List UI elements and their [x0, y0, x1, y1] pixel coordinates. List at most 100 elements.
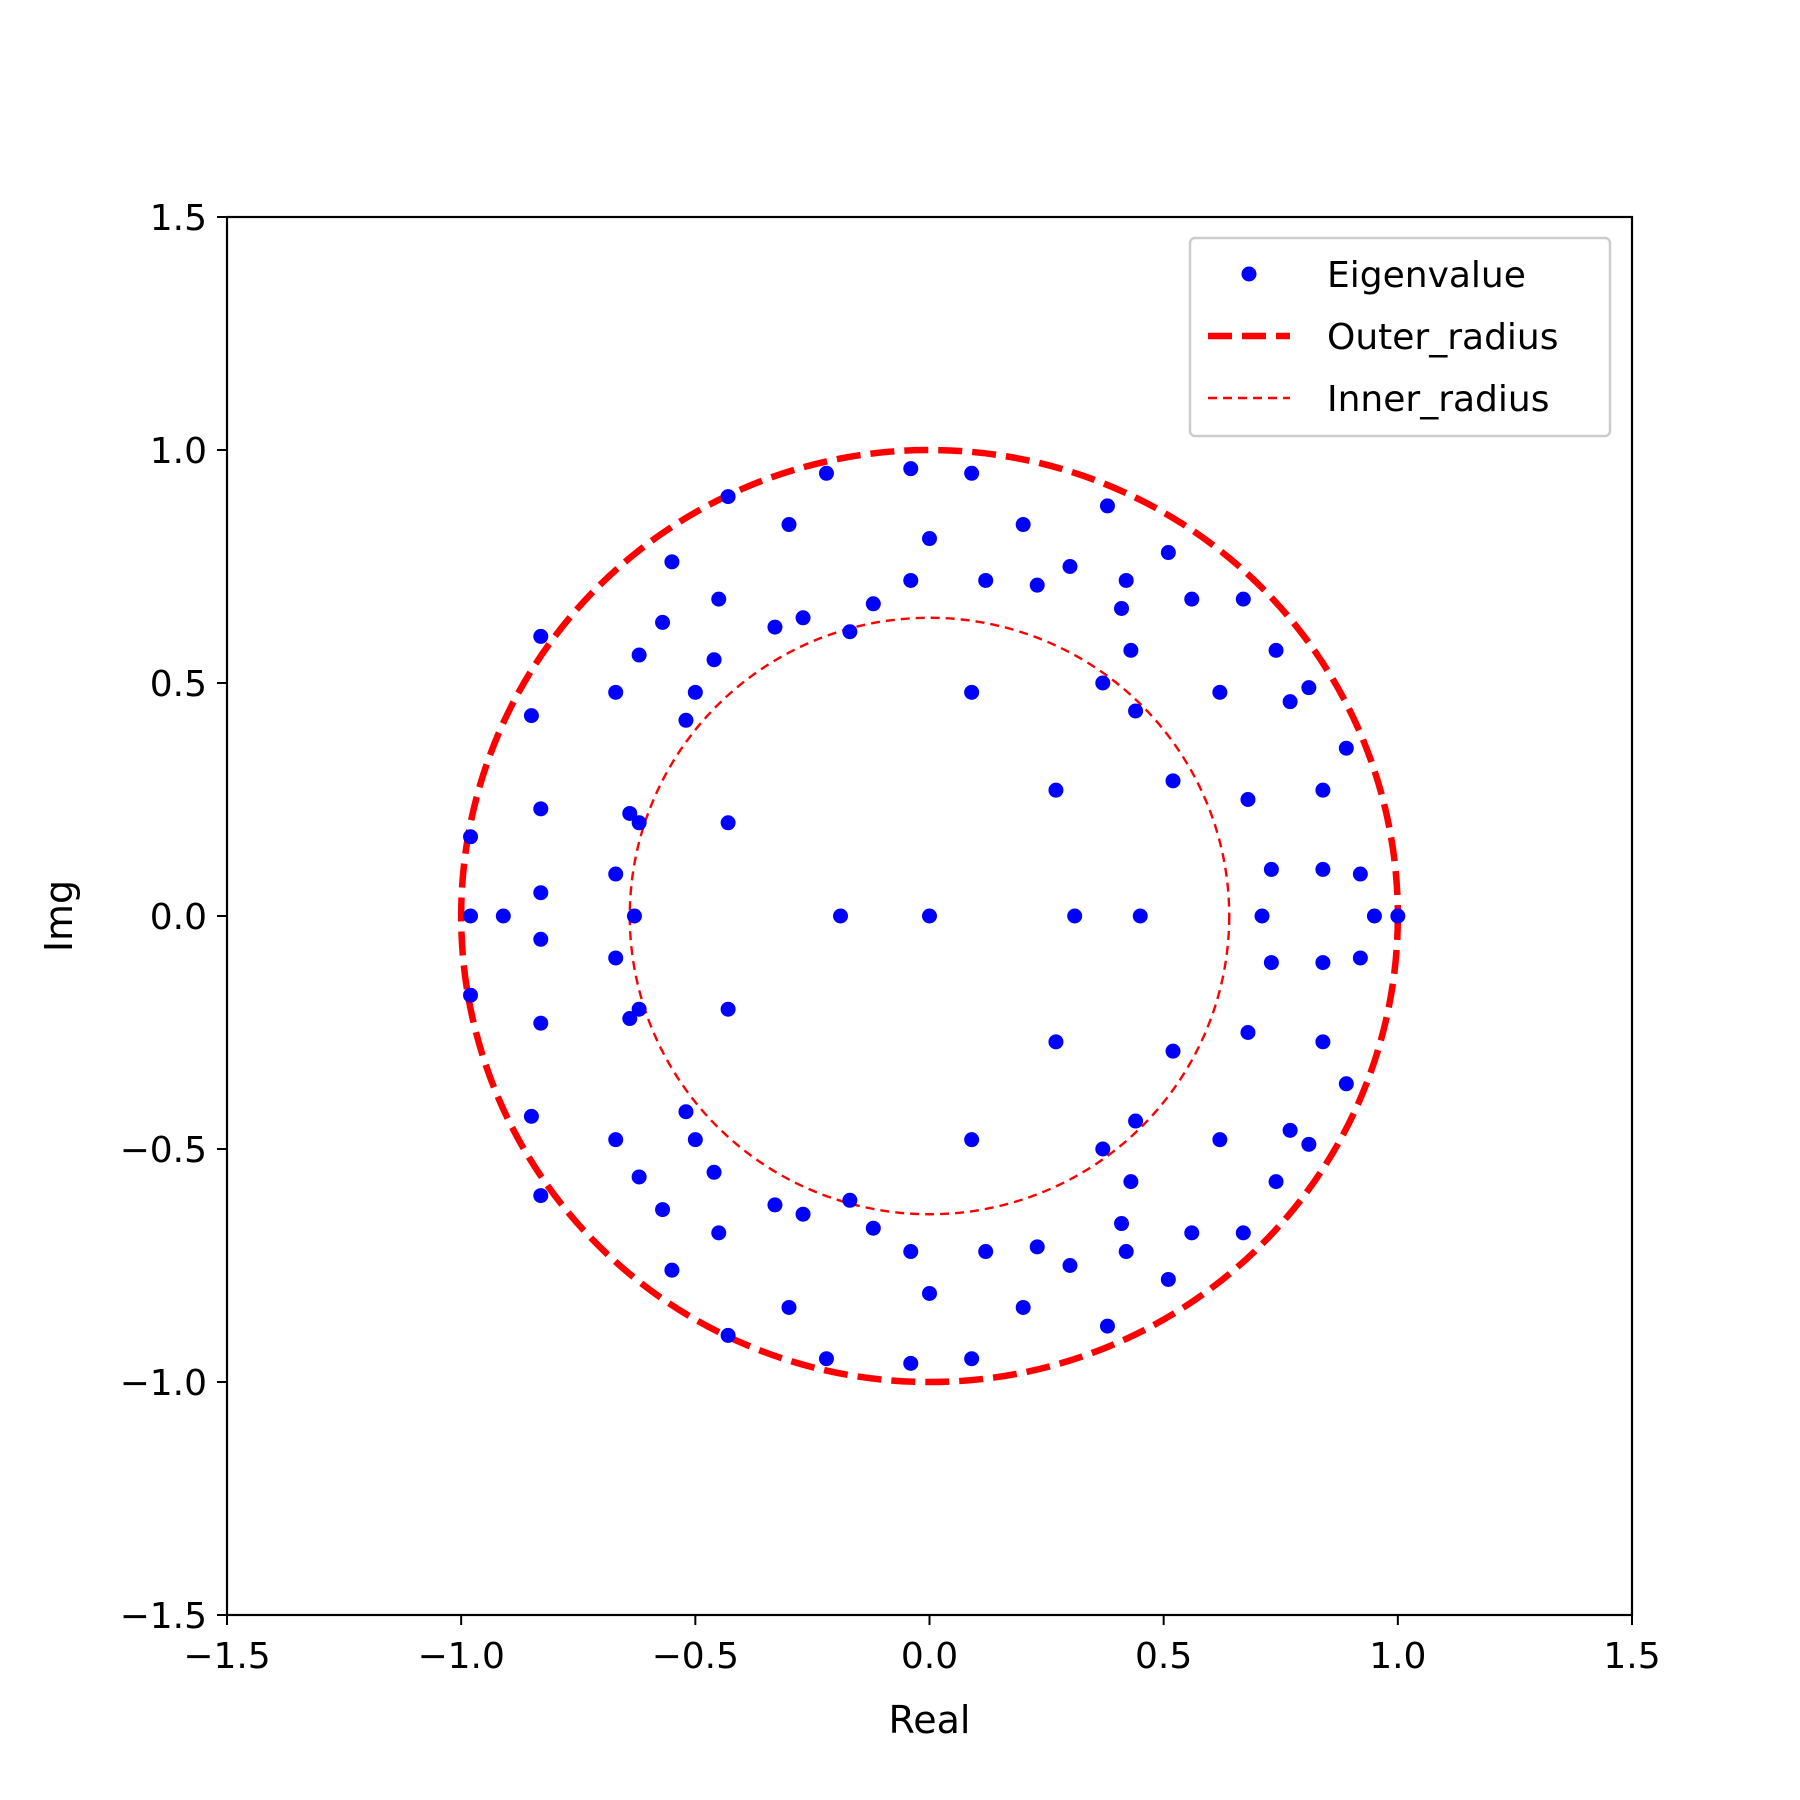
eigenvalue-point	[678, 712, 694, 728]
y-tick-label: 0.5	[150, 664, 207, 705]
legend: Eigenvalue Outer_radius Inner_radius	[1188, 236, 1612, 438]
eigenvalue-point	[1263, 955, 1279, 971]
eigenvalue-point	[1118, 572, 1134, 588]
eigenvalue-point	[1114, 1216, 1130, 1232]
eigenvalue-point	[608, 684, 624, 700]
eigenvalue-point	[1366, 908, 1382, 924]
eigenvalue-point	[1390, 908, 1406, 924]
eigenvalue-point	[1338, 1076, 1354, 1092]
eigenvalue-point	[1263, 861, 1279, 877]
eigenvalue-point	[1235, 591, 1251, 607]
eigenvalue-point	[964, 1351, 980, 1367]
eigenvalue-point	[903, 461, 919, 477]
legend-label: Outer_radius	[1327, 317, 1559, 358]
eigenvalue-point	[964, 1132, 980, 1148]
eigenvalue-point	[964, 465, 980, 481]
eigenvalue-point	[795, 610, 811, 626]
eigenvalue-point	[842, 1192, 858, 1208]
eigenvalue-point	[1048, 1034, 1064, 1050]
eigenvalue-point	[1268, 642, 1284, 658]
eigenvalue-point	[1184, 1225, 1200, 1241]
eigenvalue-point	[626, 908, 642, 924]
eigenvalue-point	[1315, 1034, 1331, 1050]
eigenvalue-point	[1352, 866, 1368, 882]
eigenvalue-point	[687, 684, 703, 700]
eigenvalue-point	[608, 1132, 624, 1148]
eigenvalue-point	[1282, 1122, 1298, 1138]
eigenvalue-point	[463, 829, 479, 845]
eigenvalue-point	[463, 908, 479, 924]
eigenvalue-point	[720, 815, 736, 831]
y-tick-label: −0.5	[120, 1130, 207, 1171]
eigenvalue-point	[533, 885, 549, 901]
legend-label: Eigenvalue	[1327, 255, 1526, 296]
eigenvalue-point	[1315, 782, 1331, 798]
eigenvalue-point	[1015, 1299, 1031, 1315]
y-tick-label: 1.0	[150, 431, 207, 472]
eigenvalue-point	[1268, 1174, 1284, 1190]
eigenvalue-point	[1118, 1244, 1134, 1260]
eigenvalue-point	[1315, 955, 1331, 971]
eigenvalue-point	[833, 908, 849, 924]
eigenvalue-point	[631, 1169, 647, 1185]
eigenvalue-point	[1015, 517, 1031, 533]
eigenvalue-point	[720, 489, 736, 505]
eigenvalue-point	[767, 1197, 783, 1213]
eigenvalue-point	[978, 1244, 994, 1260]
eigenvalue-point	[1235, 1225, 1251, 1241]
eigenvalue-point	[767, 619, 783, 635]
eigenvalue-point	[523, 708, 539, 724]
eigenvalue-point	[922, 908, 937, 924]
eigenvalue-point	[1062, 1258, 1078, 1273]
eigenvalue-point	[1184, 591, 1200, 607]
eigenvalue-point	[687, 1132, 703, 1148]
x-axis-label: Real	[889, 1698, 971, 1742]
eigenvalue-point	[1240, 1025, 1256, 1040]
eigenvalue-point	[818, 465, 834, 481]
x-tick-label: 0.0	[901, 1636, 958, 1677]
x-tick-label: 1.5	[1603, 1636, 1660, 1677]
eigenvalue-point	[1095, 1141, 1111, 1157]
eigenvalue-point	[631, 647, 647, 663]
eigenvalue-point	[1254, 908, 1270, 924]
eigenvalue-point	[1128, 1113, 1144, 1129]
eigenvalue-point	[631, 815, 647, 831]
eigenvalue-point	[1114, 600, 1130, 616]
eigenvalue-point	[1338, 740, 1354, 756]
eigenvalue-point	[655, 1202, 671, 1218]
y-tick-label: −1.0	[120, 1363, 207, 1404]
eigenvalue-point	[720, 1327, 736, 1343]
eigenvalue-point	[1352, 950, 1368, 966]
eigenvalue-point	[678, 1104, 694, 1120]
eigenvalue-point	[1282, 694, 1298, 710]
eigenvalue-point	[865, 1220, 881, 1236]
eigenvalue-point	[1029, 577, 1045, 593]
eigenvalue-point	[1165, 1043, 1181, 1059]
eigenvalue-point	[523, 1108, 539, 1124]
eigenvalue-point	[865, 596, 881, 612]
x-axis: −1.5 −1.0 −0.5 0.0 0.5 1.0 1.5	[183, 1615, 1661, 1677]
eigenvalue-point	[533, 931, 549, 947]
eigenvalue-point	[631, 1001, 647, 1017]
y-tick-label: −1.5	[120, 1596, 207, 1637]
eigenvalue-point	[1128, 703, 1144, 719]
eigenvalue-point	[842, 624, 858, 640]
eigenvalue-point	[622, 1011, 638, 1027]
y-tick-label: 1.5	[150, 198, 207, 239]
eigenvalue-point	[1160, 545, 1176, 561]
x-tick-label: 0.5	[1135, 1636, 1192, 1677]
eigenvalue-point	[1095, 675, 1111, 691]
eigenvalue-point	[533, 801, 549, 817]
y-tick-label: 0.0	[150, 897, 207, 938]
eigenvalue-point	[1315, 861, 1331, 877]
eigenvalue-point	[533, 1015, 549, 1031]
eigenvalue-point	[1165, 773, 1181, 789]
eigenvalue-point	[1099, 498, 1115, 514]
legend-swatch-eigenvalue	[1241, 266, 1257, 282]
eigenvalue-point	[1160, 1271, 1176, 1287]
eigenvalue-point	[533, 1188, 549, 1204]
eigenvalue-point	[495, 908, 511, 924]
eigenvalue-point	[795, 1206, 811, 1222]
eigenvalue-point	[706, 1164, 722, 1180]
eigenvalue-point	[1301, 1136, 1317, 1152]
